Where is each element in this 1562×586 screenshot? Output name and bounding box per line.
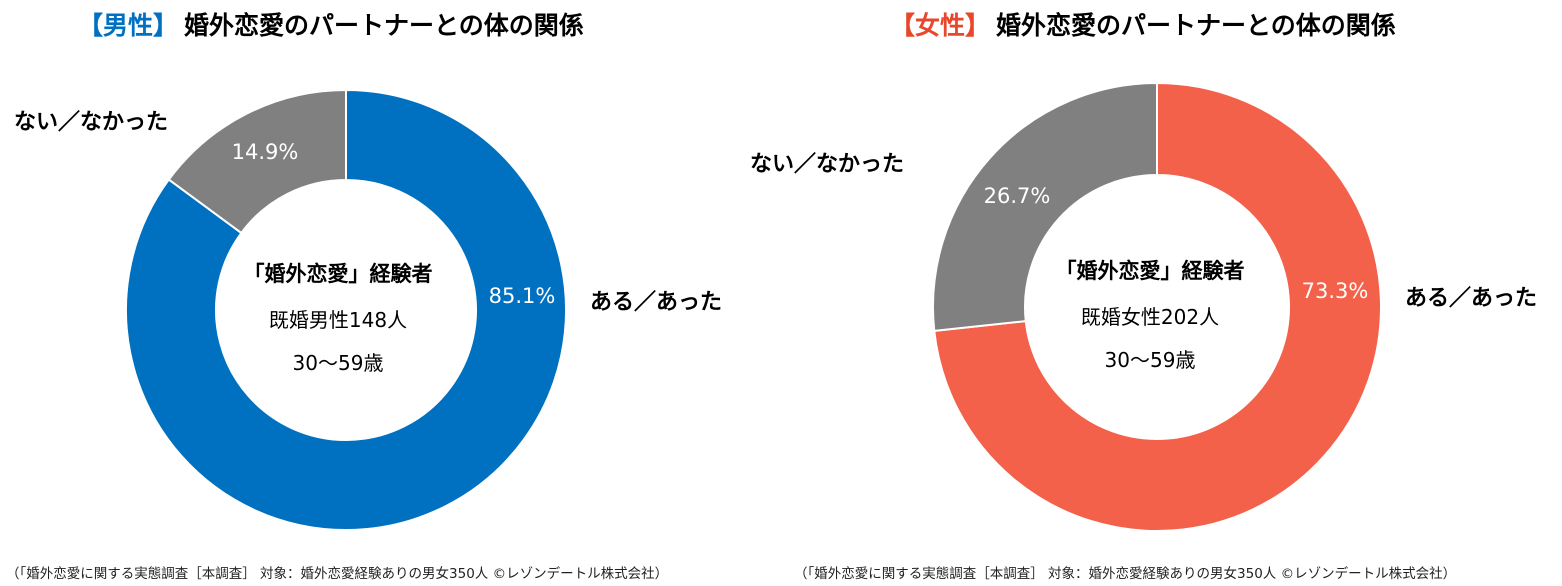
chart-title-men: 【男性】 婚外恋愛のパートナーとの体の関係: [78, 6, 584, 42]
center-age-men: 30～59歳: [292, 351, 384, 375]
category-label-no-men: ない／なかった: [14, 110, 169, 135]
slice-yes-women: [933, 81, 1382, 532]
gender-tag-men: 【男性】: [78, 11, 179, 40]
source-note-men: （「婚外恋愛に関する実態調査［本調査］ 対象：婚外恋愛経験ありの男女350人 ©…: [6, 566, 669, 582]
pct-label-yes-women: 73.3%: [1301, 279, 1369, 303]
center-sample-men: 既婚男性148人: [268, 308, 408, 332]
center-sample-women: 既婚女性202人: [1080, 305, 1220, 329]
center-age-women: 30～59歳: [1104, 348, 1196, 372]
slice-yes-men: [125, 88, 567, 531]
chart-title-text-women: 婚外恋愛のパートナーとの体の関係: [996, 11, 1396, 40]
category-label-no-women: ない／なかった: [750, 152, 905, 177]
pct-label-yes-men: 85.1%: [488, 284, 556, 308]
pct-label-no-men: 14.9%: [231, 140, 299, 164]
chart-title-women: 【女性】 婚外恋愛のパートナーとの体の関係: [890, 6, 1396, 42]
center-heading-men: 「婚外恋愛」経験者: [243, 262, 433, 286]
center-info-men: 「婚外恋愛」経験者 既婚男性148人 30～59歳: [218, 258, 458, 376]
slice-no-men: [167, 88, 347, 235]
category-label-yes-women: ある／あった: [1405, 286, 1538, 311]
center-heading-women: 「婚外恋愛」経験者: [1055, 259, 1245, 283]
center-info-women: 「婚外恋愛」経験者 既婚女性202人 30～59歳: [1030, 255, 1270, 373]
source-note-women: （「婚外恋愛に関する実態調査［本調査］ 対象：婚外恋愛経験ありの男女350人 ©…: [794, 566, 1457, 582]
chart-title-text-men: 婚外恋愛のパートナーとの体の関係: [184, 11, 584, 40]
pct-label-no-women: 26.7%: [983, 184, 1051, 208]
category-label-yes-men: ある／あった: [590, 290, 723, 315]
slice-no-women: [932, 81, 1158, 332]
gender-tag-women: 【女性】: [890, 11, 991, 40]
